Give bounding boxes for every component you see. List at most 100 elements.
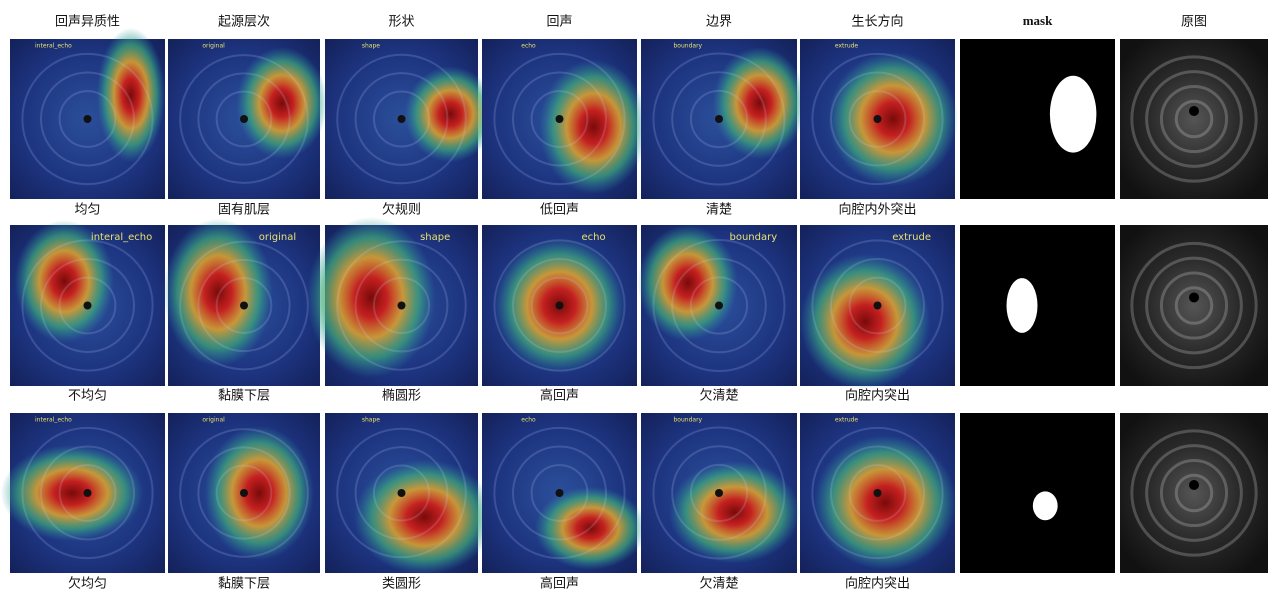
heatmap: interal_echo <box>10 28 165 199</box>
caption: 向腔内突出 <box>845 576 910 592</box>
column-header: 形状 <box>388 15 414 30</box>
overlay-label: boundary <box>674 43 703 50</box>
probe <box>84 489 92 497</box>
probe <box>398 115 406 123</box>
overlay-label: shape <box>362 43 380 50</box>
caption: 黏膜下层 <box>218 576 270 592</box>
column-header: 生长方向 <box>851 14 903 30</box>
heatmap-hotspot <box>814 435 957 569</box>
mask-region <box>1033 491 1058 520</box>
caption: 类圆形 <box>382 577 421 592</box>
probe <box>1189 106 1199 116</box>
overlay-label: extrude <box>835 417 859 424</box>
mask-region <box>1050 76 1097 153</box>
mask-image <box>960 413 1115 573</box>
overlay-label: shape <box>362 417 380 424</box>
overlay-label: original <box>202 43 225 50</box>
overlay-label: echo <box>521 417 536 424</box>
overlay-label: original <box>202 417 225 424</box>
heatmap-hotspot <box>236 47 327 159</box>
probe <box>556 115 564 123</box>
caption: 高回声 <box>540 388 579 404</box>
caption: 向腔内突出 <box>845 388 910 404</box>
overlay-label: echo <box>582 232 606 243</box>
caption: 不均匀 <box>68 389 107 404</box>
probe <box>715 489 723 497</box>
heatmap: shape <box>325 39 496 199</box>
caption: 向腔内外突出 <box>838 202 916 218</box>
heatmap-hotspot <box>307 217 436 378</box>
heatmap: boundary <box>638 225 797 386</box>
column-header: 回声异质性 <box>55 15 120 30</box>
probe <box>874 115 882 123</box>
heatmap: shape <box>307 217 478 386</box>
heatmap-hotspot <box>638 225 738 341</box>
caption: 欠规则 <box>382 202 421 218</box>
heatmap: interal_echo <box>1 413 165 573</box>
heatmap: extrude <box>800 39 958 199</box>
probe <box>240 115 248 123</box>
heatmap-hotspot <box>204 426 313 560</box>
heatmap: echo <box>482 413 646 573</box>
caption: 欠清楚 <box>699 576 738 592</box>
overlay-label: extrude <box>835 43 859 50</box>
probe <box>84 115 92 123</box>
overlay-label: boundary <box>674 417 703 424</box>
probe <box>398 302 406 310</box>
column-header: 边界 <box>706 15 732 30</box>
heatmap: boundary <box>641 39 806 199</box>
original-bg <box>1120 225 1268 386</box>
probe <box>715 302 723 310</box>
original-image <box>1120 225 1268 386</box>
caption: 欠均匀 <box>68 576 107 592</box>
probe <box>556 489 564 497</box>
heatmap: original <box>168 413 320 573</box>
original-bg <box>1120 413 1268 573</box>
original-bg <box>1120 39 1268 199</box>
mask-bg <box>960 413 1115 573</box>
heatmap-hotspot <box>163 219 272 367</box>
heatmap: shape <box>325 413 495 575</box>
overlay-label: echo <box>521 43 536 50</box>
caption: 清楚 <box>706 203 732 218</box>
figure: 回声异质性起源层次形状回声边界生长方向mask原图interal_echoori… <box>0 0 1268 593</box>
original-image <box>1120 413 1268 573</box>
caption: 椭圆形 <box>382 388 421 404</box>
column-header: mask <box>1023 13 1053 28</box>
mask-region <box>1007 278 1038 333</box>
probe <box>874 302 882 310</box>
overlay-label: interal_echo <box>35 417 72 424</box>
probe <box>1189 480 1199 490</box>
caption: 固有肌层 <box>218 203 270 218</box>
overlay-label: extrude <box>892 232 931 243</box>
heatmap-hotspot <box>97 28 165 162</box>
caption: 高回声 <box>540 576 579 592</box>
probe <box>1189 292 1199 302</box>
overlay-label: shape <box>420 232 450 243</box>
mask-image <box>960 39 1115 199</box>
caption: 均匀 <box>74 203 100 218</box>
heatmap: extrude <box>800 413 957 573</box>
probe <box>240 489 248 497</box>
heatmap-hotspot <box>828 52 958 186</box>
mask-image <box>960 225 1115 386</box>
heatmap: interal_echo <box>10 220 165 386</box>
probe <box>398 489 406 497</box>
overlay-label: interal_echo <box>35 43 72 50</box>
probe <box>874 489 882 497</box>
column-header: 起源层次 <box>218 14 270 30</box>
probe <box>715 115 723 123</box>
overlay-label: interal_echo <box>91 232 152 243</box>
caption: 低回声 <box>540 203 579 218</box>
original-image <box>1120 39 1268 199</box>
heatmap: echo <box>482 39 648 199</box>
overlay-label: original <box>259 232 296 243</box>
probe <box>240 302 248 310</box>
caption: 欠清楚 <box>699 388 738 404</box>
probe <box>84 302 92 310</box>
heatmap: boundary <box>641 413 800 573</box>
heatmap: extrude <box>800 225 955 389</box>
overlay-label: boundary <box>729 232 777 243</box>
heatmap: original <box>168 39 328 199</box>
heatmap-hotspot <box>669 461 800 563</box>
